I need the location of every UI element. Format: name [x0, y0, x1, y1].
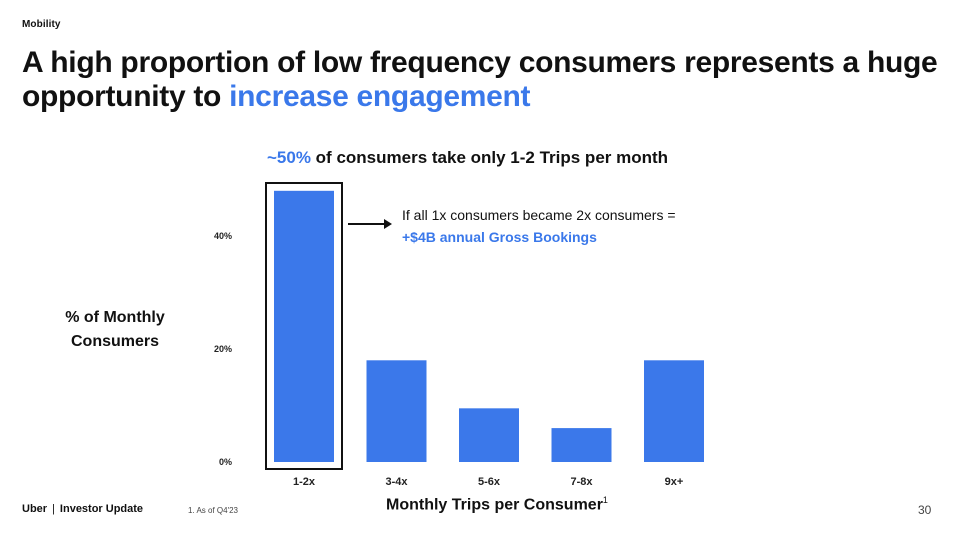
bar-7-8x [551, 428, 612, 462]
x-tick-label: 7-8x [570, 476, 593, 488]
section-label: Mobility [22, 19, 61, 30]
chart-annotation: If all 1x consumers became 2x consumers … [402, 204, 676, 248]
page-number: 30 [918, 503, 932, 517]
x-axis-label-text: Monthly Trips per Consumer [386, 496, 603, 514]
footer-separator: | [52, 503, 55, 515]
x-tick-label: 1-2x [293, 476, 316, 488]
chart-title-accent: ~50% [267, 148, 311, 167]
bar-1-2x [274, 190, 334, 463]
bar-5-6x [459, 408, 519, 462]
arrow-right-icon [348, 219, 392, 229]
y-tick-label: 0% [219, 457, 232, 467]
page-headline: A high proportion of low frequency consu… [22, 46, 942, 114]
footnote: 1. As of Q4'23 [188, 506, 239, 515]
x-axis-label: Monthly Trips per Consumer1 [386, 495, 608, 514]
x-tick-label: 3-4x [385, 476, 408, 488]
x-axis-label-footnote: 1 [602, 495, 608, 505]
x-tick-label: 5-6x [478, 476, 501, 488]
footer-brand-name: Uber [22, 503, 48, 515]
headline-accent: increase engagement [229, 80, 531, 113]
footer-doc-name: Investor Update [59, 503, 144, 515]
chart-title-text: of consumers take only 1-2 Trips per mon… [310, 148, 669, 167]
x-tick-label: 9x+ [665, 476, 684, 488]
headline-text: A high proportion of low frequency consu… [22, 46, 938, 113]
annotation-line-2: +$4B annual Gross Bookings [402, 229, 597, 245]
footer-brand: Uber | Investor Update [22, 503, 143, 515]
bar-9x+ [644, 360, 704, 462]
annotation-line-1: If all 1x consumers became 2x consumers … [402, 207, 676, 223]
bar-3-4x [366, 360, 427, 462]
y-tick-label: 40% [214, 231, 232, 241]
y-tick-label: 20% [214, 344, 232, 354]
highlight-box [265, 182, 343, 470]
y-axis-label: % of Monthly Consumers [65, 309, 165, 350]
